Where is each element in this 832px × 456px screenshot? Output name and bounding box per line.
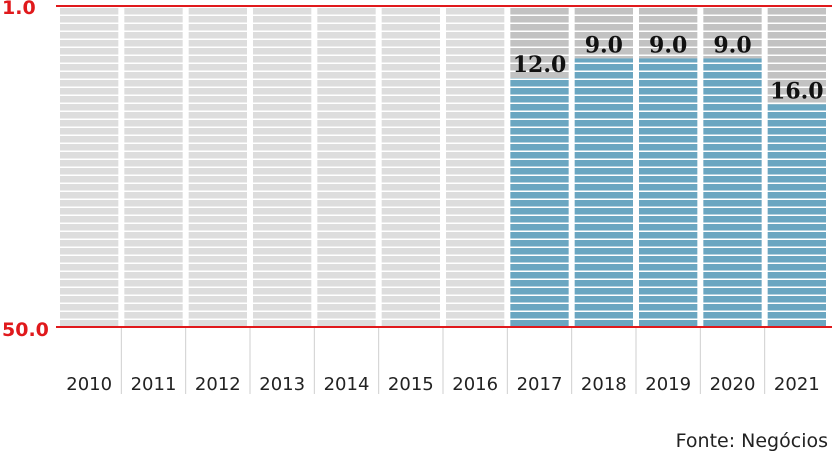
empty-column (188, 6, 247, 327)
y-axis-bottom-label: 50.0 (2, 319, 49, 341)
x-tick-label: 2011 (131, 374, 177, 395)
x-tick-label: 2014 (324, 374, 370, 395)
bar (574, 58, 633, 327)
empty-column (253, 6, 312, 327)
bar (639, 58, 698, 327)
x-tick-label: 2019 (645, 374, 691, 395)
bar (703, 58, 762, 327)
bar (510, 78, 569, 328)
data-label: 9.0 (649, 32, 687, 58)
x-tick-label: 2018 (581, 374, 627, 395)
x-tick-label: 2010 (66, 374, 112, 395)
remainder-segment (639, 6, 698, 59)
y-axis-top-label: 1.0 (2, 0, 36, 19)
remainder-segment (703, 6, 762, 59)
empty-column (446, 6, 505, 327)
data-labels: 12.0 9.0 9.0 9.0 16.0 (513, 32, 824, 104)
empty-column (60, 6, 119, 327)
x-tick-label: 2021 (774, 374, 820, 395)
columns (60, 6, 826, 328)
remainder-segment (767, 6, 826, 105)
x-tick-label: 2020 (710, 374, 756, 395)
x-tick-label: 2015 (388, 374, 434, 395)
year-dividers (120, 327, 766, 394)
remainder-segment (510, 6, 569, 79)
x-axis-labels: 2010 2011 2012 2013 2014 2015 2016 2017 2018 2019… (66, 374, 819, 395)
source-note: Fonte: Negócios (675, 430, 828, 452)
x-tick-label: 2016 (452, 374, 498, 395)
x-tick-label: 2017 (517, 374, 563, 395)
empty-column (317, 6, 376, 327)
data-label: 12.0 (513, 52, 567, 78)
empty-column (124, 6, 183, 327)
x-tick-label: 2013 (259, 374, 305, 395)
empty-column (381, 6, 440, 327)
data-label: 9.0 (585, 32, 623, 58)
x-tick-label: 2012 (195, 374, 241, 395)
remainder-segment (574, 6, 633, 59)
data-label: 9.0 (713, 32, 751, 58)
bar (767, 104, 826, 327)
data-label: 16.0 (770, 78, 824, 104)
